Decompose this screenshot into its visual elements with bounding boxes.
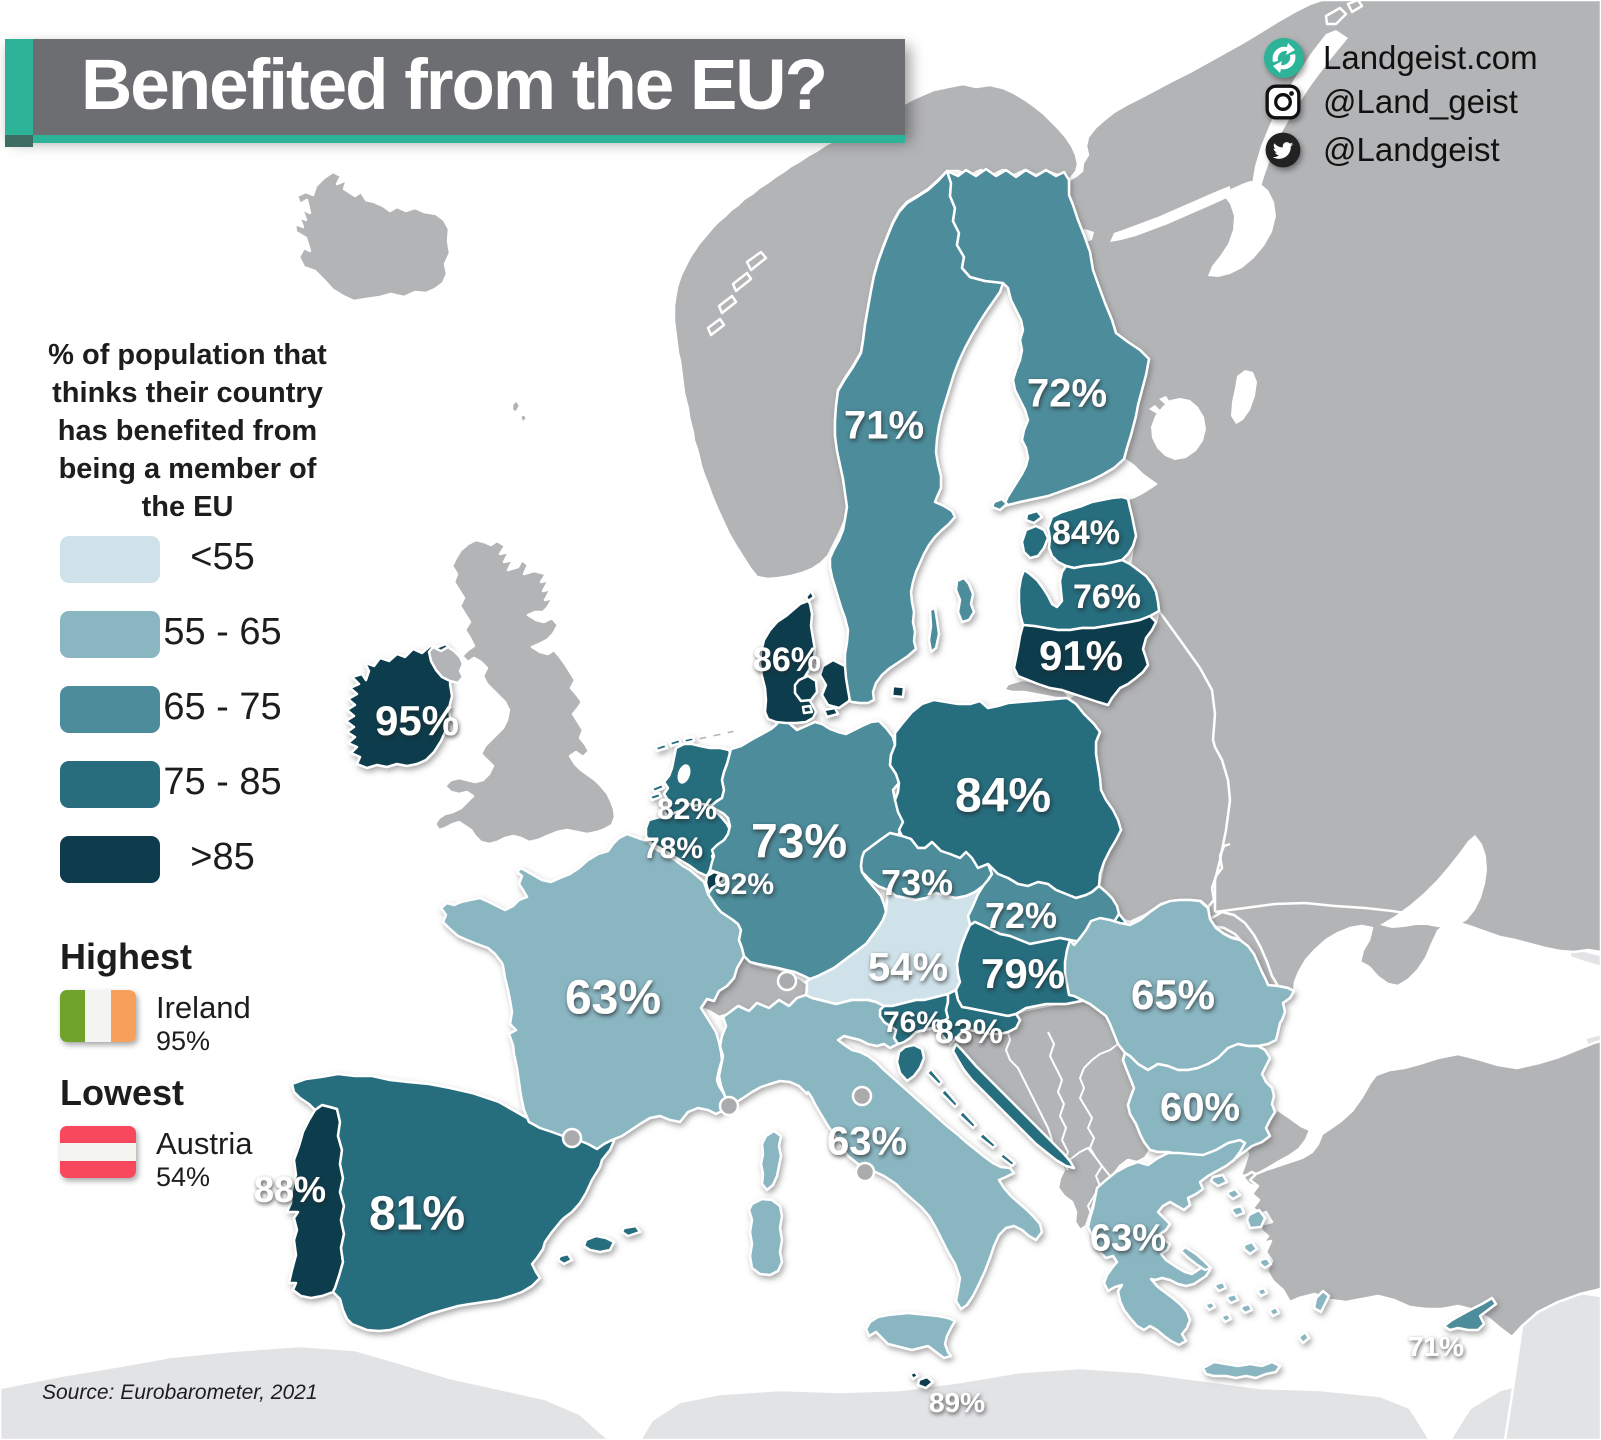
svg-text:73%: 73% <box>881 862 953 903</box>
svg-text:95%: 95% <box>375 697 459 744</box>
svg-text:91%: 91% <box>1039 632 1123 679</box>
svg-text:60%: 60% <box>1160 1085 1240 1129</box>
svg-text:63%: 63% <box>1090 1218 1166 1260</box>
svg-text:63%: 63% <box>827 1119 907 1163</box>
svg-text:82%: 82% <box>657 793 717 826</box>
svg-text:71%: 71% <box>844 403 924 447</box>
svg-text:65%: 65% <box>1131 971 1215 1018</box>
svg-text:63%: 63% <box>565 971 661 1024</box>
svg-text:84%: 84% <box>1052 514 1120 552</box>
svg-text:76%: 76% <box>883 1006 943 1039</box>
svg-text:54%: 54% <box>868 945 948 989</box>
svg-text:81%: 81% <box>369 1187 465 1240</box>
svg-text:92%: 92% <box>714 868 774 901</box>
svg-text:88%: 88% <box>254 1169 326 1210</box>
svg-text:83%: 83% <box>935 1013 1003 1051</box>
svg-text:76%: 76% <box>1073 578 1141 616</box>
svg-text:89%: 89% <box>929 1387 985 1418</box>
svg-text:84%: 84% <box>955 769 1051 822</box>
svg-text:78%: 78% <box>643 832 703 865</box>
svg-text:79%: 79% <box>981 950 1065 997</box>
svg-text:72%: 72% <box>985 895 1057 936</box>
svg-text:71%: 71% <box>1408 1331 1464 1362</box>
svg-text:86%: 86% <box>753 641 821 679</box>
svg-text:72%: 72% <box>1027 371 1107 415</box>
svg-text:73%: 73% <box>751 815 847 868</box>
